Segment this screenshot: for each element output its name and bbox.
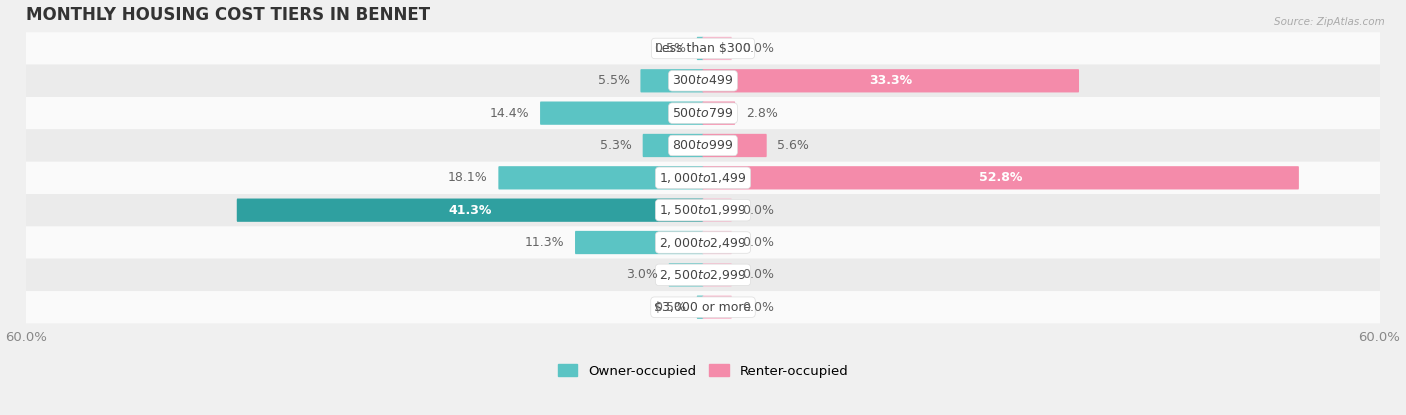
FancyBboxPatch shape bbox=[703, 134, 766, 157]
Text: 2.8%: 2.8% bbox=[745, 107, 778, 120]
FancyBboxPatch shape bbox=[15, 259, 1391, 291]
FancyBboxPatch shape bbox=[540, 102, 703, 125]
Legend: Owner-occupied, Renter-occupied: Owner-occupied, Renter-occupied bbox=[553, 359, 853, 383]
FancyBboxPatch shape bbox=[15, 65, 1391, 97]
FancyBboxPatch shape bbox=[15, 291, 1391, 323]
Text: 0.0%: 0.0% bbox=[742, 301, 775, 314]
FancyBboxPatch shape bbox=[640, 69, 703, 93]
Text: 5.5%: 5.5% bbox=[598, 74, 630, 87]
Text: Source: ZipAtlas.com: Source: ZipAtlas.com bbox=[1274, 17, 1385, 27]
FancyBboxPatch shape bbox=[236, 198, 703, 222]
FancyBboxPatch shape bbox=[575, 231, 703, 254]
Text: $2,500 to $2,999: $2,500 to $2,999 bbox=[659, 268, 747, 282]
Text: $1,000 to $1,499: $1,000 to $1,499 bbox=[659, 171, 747, 185]
Text: $3,000 or more: $3,000 or more bbox=[655, 301, 751, 314]
Text: $800 to $999: $800 to $999 bbox=[672, 139, 734, 152]
Text: 3.0%: 3.0% bbox=[626, 269, 658, 281]
Text: 0.0%: 0.0% bbox=[742, 269, 775, 281]
Text: 0.0%: 0.0% bbox=[742, 204, 775, 217]
Text: Less than $300: Less than $300 bbox=[655, 42, 751, 55]
FancyBboxPatch shape bbox=[15, 162, 1391, 194]
FancyBboxPatch shape bbox=[15, 194, 1391, 226]
Text: 0.5%: 0.5% bbox=[654, 42, 686, 55]
Text: 0.5%: 0.5% bbox=[654, 301, 686, 314]
FancyBboxPatch shape bbox=[697, 295, 703, 319]
Text: 11.3%: 11.3% bbox=[524, 236, 564, 249]
FancyBboxPatch shape bbox=[703, 295, 731, 319]
Text: $1,500 to $1,999: $1,500 to $1,999 bbox=[659, 203, 747, 217]
FancyBboxPatch shape bbox=[703, 231, 731, 254]
Text: MONTHLY HOUSING COST TIERS IN BENNET: MONTHLY HOUSING COST TIERS IN BENNET bbox=[27, 5, 430, 24]
FancyBboxPatch shape bbox=[703, 263, 731, 286]
Text: 5.6%: 5.6% bbox=[778, 139, 810, 152]
FancyBboxPatch shape bbox=[15, 32, 1391, 65]
FancyBboxPatch shape bbox=[703, 69, 1078, 93]
Text: 52.8%: 52.8% bbox=[979, 171, 1022, 184]
Text: 0.0%: 0.0% bbox=[742, 236, 775, 249]
FancyBboxPatch shape bbox=[15, 226, 1391, 259]
Text: $300 to $499: $300 to $499 bbox=[672, 74, 734, 87]
FancyBboxPatch shape bbox=[703, 198, 731, 222]
Text: 14.4%: 14.4% bbox=[489, 107, 530, 120]
Text: 41.3%: 41.3% bbox=[449, 204, 492, 217]
FancyBboxPatch shape bbox=[15, 97, 1391, 129]
FancyBboxPatch shape bbox=[703, 102, 735, 125]
Text: 0.0%: 0.0% bbox=[742, 42, 775, 55]
FancyBboxPatch shape bbox=[669, 263, 703, 286]
FancyBboxPatch shape bbox=[643, 134, 703, 157]
FancyBboxPatch shape bbox=[498, 166, 703, 190]
Text: 18.1%: 18.1% bbox=[449, 171, 488, 184]
FancyBboxPatch shape bbox=[697, 37, 703, 60]
Text: $500 to $799: $500 to $799 bbox=[672, 107, 734, 120]
FancyBboxPatch shape bbox=[15, 129, 1391, 162]
Text: 5.3%: 5.3% bbox=[600, 139, 631, 152]
Text: $2,000 to $2,499: $2,000 to $2,499 bbox=[659, 236, 747, 249]
Text: 33.3%: 33.3% bbox=[869, 74, 912, 87]
FancyBboxPatch shape bbox=[703, 37, 731, 60]
FancyBboxPatch shape bbox=[703, 166, 1299, 190]
